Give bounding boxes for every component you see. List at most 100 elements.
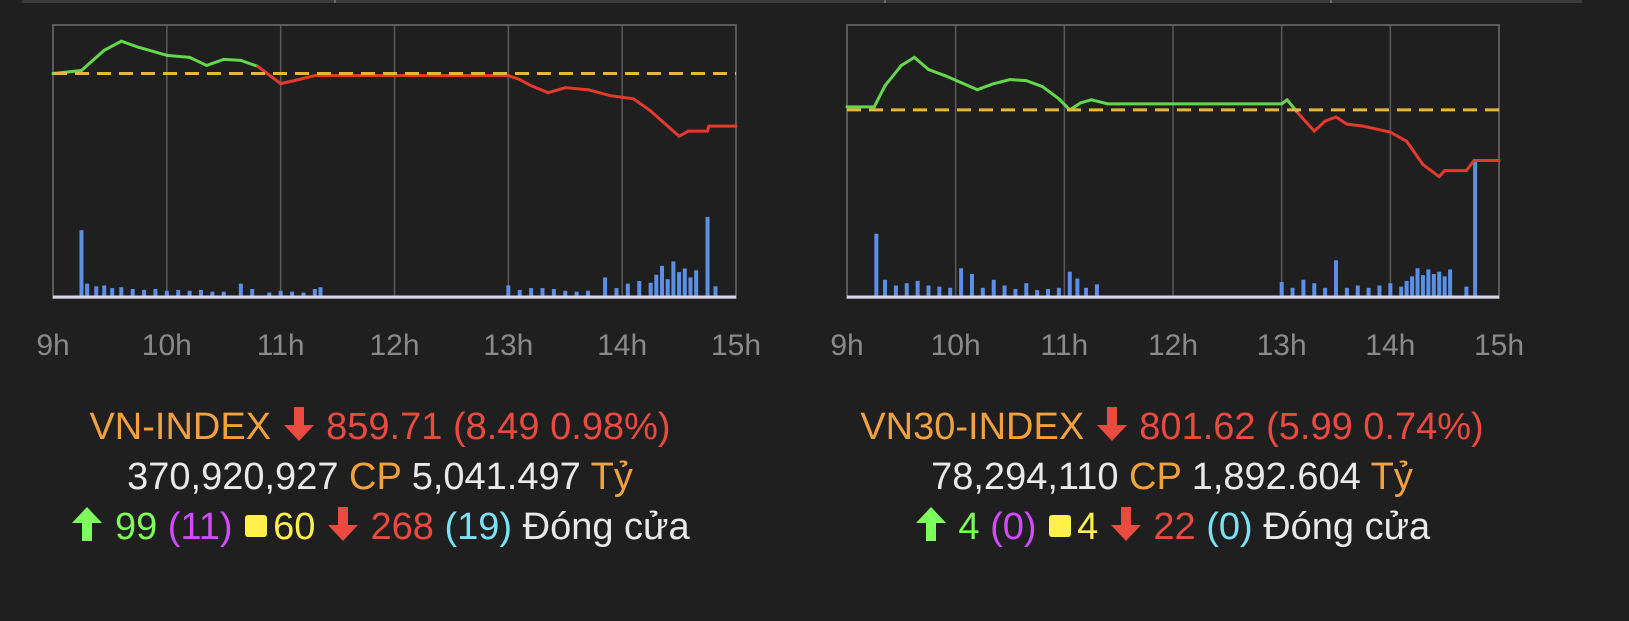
price-line-segment (1312, 119, 1327, 133)
volume-bar (176, 289, 181, 297)
price-line-segment (256, 64, 283, 86)
volume-bar (959, 268, 964, 297)
advancers-count: 4 (958, 506, 980, 548)
market-status: Đóng cửa (522, 506, 690, 548)
volume-bar (614, 288, 619, 297)
price-line-segment (506, 74, 522, 82)
price-line-segment (79, 48, 106, 72)
index-change: (8.49 0.98%) (452, 406, 671, 448)
volume-bar (1426, 269, 1431, 297)
price-line-segment (119, 39, 140, 49)
volume-bar (1420, 275, 1425, 297)
volume-bar (1067, 271, 1072, 297)
volume-bar (1279, 282, 1284, 297)
volume-bar (551, 288, 556, 297)
index-summary-line: VN30-INDEX 801.62 (5.99 0.74%) (792, 403, 1552, 455)
volume-bar (1075, 278, 1080, 297)
volume-bar (1024, 283, 1029, 297)
price-line-segment (1334, 115, 1349, 126)
volume-bar (85, 283, 90, 297)
volume-bar (574, 291, 579, 297)
volume-bar (926, 285, 931, 297)
index-name: VN-INDEX (89, 406, 272, 448)
volume-bar (267, 292, 272, 297)
volume-bar (1056, 287, 1061, 297)
price-line-segment (1296, 111, 1316, 133)
x-tick-label: 11h (257, 329, 305, 362)
decliners-count: 22 (1153, 506, 1196, 548)
x-tick-label: 15h (711, 329, 760, 362)
volume-bar (603, 277, 608, 297)
price-line-segment (677, 129, 690, 138)
index-turnover: 1,892.604 (1191, 456, 1361, 498)
x-tick-label: 10h (931, 329, 981, 362)
x-tick-label: 10h (142, 329, 192, 362)
price-line-segment (136, 45, 169, 57)
price-line-segment (205, 57, 226, 67)
price-line-segment (927, 67, 947, 78)
market-breadth-line: 99 (11) 60 268 (19) Đóng cửa (0, 503, 760, 555)
turnover-unit: Tỷ (1370, 456, 1413, 498)
volume-bar (250, 288, 255, 297)
price-line-segment (1041, 85, 1061, 101)
x-tick-label: 14h (597, 329, 647, 362)
volume-unit: CP (349, 456, 402, 498)
arrow-down-icon (1095, 405, 1129, 455)
price-line-segment (518, 78, 533, 88)
volume-bar (1290, 287, 1295, 297)
index-volume: 78,294,110 (931, 456, 1119, 498)
volume-bar (1355, 285, 1360, 297)
volume-bar (893, 285, 898, 297)
advancers-ceiling-count: (0) (990, 506, 1037, 548)
price-line-segment (1464, 158, 1476, 173)
volume-bar (904, 283, 909, 297)
price-line-segment (239, 58, 260, 68)
volume-bar (210, 291, 215, 297)
volume-bar (713, 286, 718, 297)
index-name: VN30-INDEX (860, 406, 1085, 448)
price-line-segment (1079, 98, 1093, 105)
x-tick-label: 9h (36, 329, 69, 362)
arrow-up-icon (70, 505, 104, 555)
arrow-up-icon (914, 505, 948, 555)
volume-bar (665, 279, 670, 297)
price-line-segment (899, 55, 916, 67)
volume-bar (290, 291, 295, 297)
volume-bar (1312, 283, 1317, 297)
volume-bar (883, 279, 888, 297)
price-line-segment (165, 53, 192, 59)
vn30-index-panel: 9h 10h 11h 12h 13h 14h 15h VN30-INDEX 801.62 (… (792, 0, 1552, 621)
volume-bar (1473, 159, 1478, 297)
volume-bar (1002, 285, 1007, 297)
price-line-segment (546, 86, 567, 95)
price-line-segment (943, 74, 963, 85)
vn-index-panel: 9h 10h 11h 12h 13h 14h 15h VN-INDEX 859.71 (8.… (0, 0, 760, 621)
volume-bar (540, 288, 545, 297)
volume-bar (142, 289, 147, 297)
market-breadth-line: 4 (0) 4 22 (0) Đóng cửa (792, 503, 1552, 555)
price-line-segment (1421, 163, 1441, 179)
arrow-down-icon (1109, 505, 1143, 555)
volume-bar (1094, 284, 1099, 297)
volume-bar (1431, 274, 1436, 297)
volume-bar (301, 292, 306, 297)
volume-bar (312, 288, 317, 297)
price-line-segment (912, 55, 930, 71)
index-volume: 370,920,927 (127, 456, 339, 498)
volume-bar (948, 287, 953, 297)
price-line-segment (1361, 124, 1392, 134)
price-line-segment (959, 81, 979, 92)
index-summary-line: VN-INDEX 859.71 (8.49 0.98%) (0, 403, 760, 455)
volume-bar (637, 280, 642, 297)
advancers-ceiling-count: (11) (167, 506, 233, 548)
unchanged-count: 4 (1077, 506, 1099, 548)
volume-bar (1399, 286, 1404, 297)
x-tick-label: 13h (1257, 329, 1307, 362)
vn-index-chart: 9h 10h 11h 12h 13h 14h 15h (36, 24, 760, 362)
volume-bar (1388, 283, 1393, 297)
price-line-segment (188, 55, 209, 67)
x-tick-label: 9h (830, 329, 863, 362)
volume-bar (1442, 276, 1447, 297)
price-line-segment (609, 94, 636, 101)
volume-bar (1084, 287, 1089, 297)
